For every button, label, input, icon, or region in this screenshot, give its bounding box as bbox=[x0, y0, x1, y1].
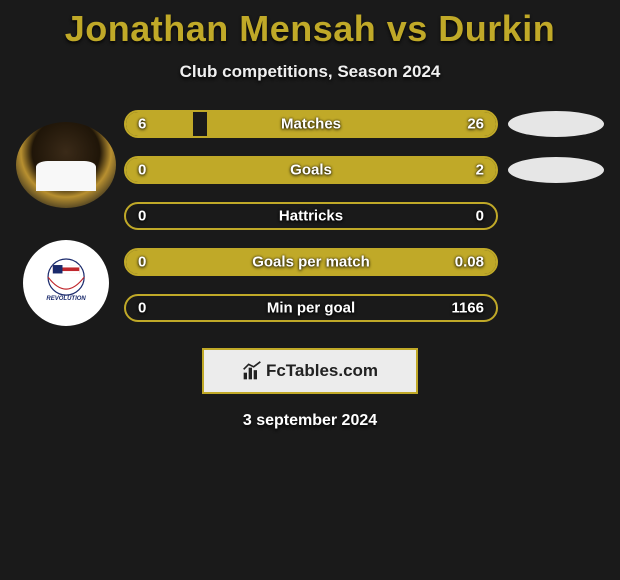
bar-fill-right bbox=[207, 112, 496, 136]
bar-chart-icon bbox=[242, 361, 262, 381]
stat-row: 0 Goals 2 bbox=[124, 156, 604, 184]
stat-row: 0 Hattricks 0 bbox=[124, 202, 604, 230]
stat-label: Hattricks bbox=[279, 208, 343, 225]
content-row: REVOLUTION 6Matches260Goals20Hattricks00… bbox=[0, 110, 620, 326]
stat-value-right: 1166 bbox=[451, 300, 484, 317]
svg-text:REVOLUTION: REVOLUTION bbox=[46, 296, 86, 302]
player-indicator-oval bbox=[508, 157, 604, 183]
stat-bar: 0 Goals per match 0.08 bbox=[124, 248, 498, 276]
team-logo: REVOLUTION bbox=[23, 240, 109, 326]
stat-value-left: 6 bbox=[138, 116, 146, 133]
stat-label: Min per goal bbox=[267, 300, 355, 317]
stat-value-right: 0.08 bbox=[455, 254, 484, 271]
player-indicator-oval bbox=[508, 111, 604, 137]
stat-value-left: 0 bbox=[138, 300, 146, 317]
stat-value-left: 0 bbox=[138, 254, 146, 271]
stat-bar: 0 Hattricks 0 bbox=[124, 202, 498, 230]
page-title: Jonathan Mensah vs Durkin bbox=[0, 8, 620, 50]
stats-bars: 6 Matches 26 0 Goals 2 0 Hattricks 0 0 Goals per m… bbox=[124, 110, 612, 322]
spacer bbox=[508, 295, 604, 321]
stat-value-right: 0 bbox=[476, 208, 484, 225]
stat-value-left: 0 bbox=[138, 208, 146, 225]
stat-value-left: 0 bbox=[138, 162, 146, 179]
stat-bar: 0 Goals 2 bbox=[124, 156, 498, 184]
stat-label: Matches bbox=[281, 116, 341, 133]
stat-row: 6 Matches 26 bbox=[124, 110, 604, 138]
stat-label: Goals bbox=[290, 162, 332, 179]
avatars-col: REVOLUTION bbox=[8, 110, 124, 326]
stat-bar: 0 Min per goal 1166 bbox=[124, 294, 498, 322]
stat-row: 0 Min per goal 1166 bbox=[124, 294, 604, 322]
spacer bbox=[508, 249, 604, 275]
brand-box[interactable]: FcTables.com bbox=[202, 348, 418, 394]
player-avatar bbox=[16, 122, 116, 208]
brand-text: FcTables.com bbox=[266, 361, 378, 381]
spacer bbox=[508, 203, 604, 229]
stat-value-right: 26 bbox=[467, 116, 484, 133]
stat-label: Goals per match bbox=[252, 254, 370, 271]
revolution-crest-icon: REVOLUTION bbox=[36, 253, 96, 313]
stat-value-right: 2 bbox=[476, 162, 484, 179]
stat-row: 0 Goals per match 0.08 bbox=[124, 248, 604, 276]
comparison-card: Jonathan Mensah vs Durkin Club competiti… bbox=[0, 0, 620, 430]
date-text: 3 september 2024 bbox=[0, 412, 620, 430]
bar-fill-left bbox=[126, 112, 193, 136]
subtitle: Club competitions, Season 2024 bbox=[0, 62, 620, 82]
stat-bar: 6 Matches 26 bbox=[124, 110, 498, 138]
